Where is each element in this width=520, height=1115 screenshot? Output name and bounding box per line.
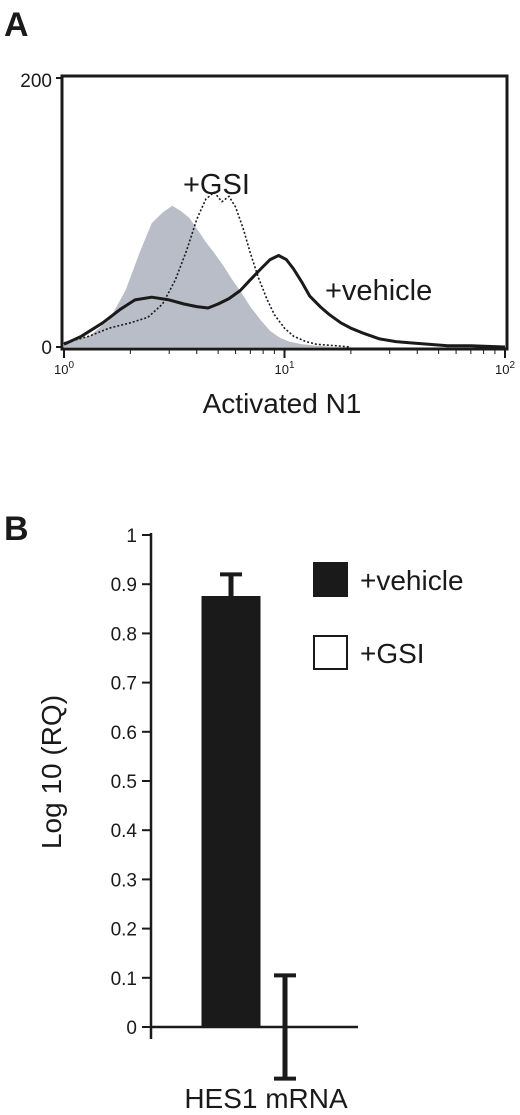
y-tick-label: 0.6 [111, 723, 137, 744]
legend: +vehicle +GSI [313, 562, 464, 670]
panel-a-flow-histogram: A 0 200 100 101 102 Activated N1 +GSI +vehi… [4, 6, 515, 419]
x-axis-ticks: 100 101 102 [54, 349, 515, 377]
y-tick-label: 0 [126, 1018, 137, 1039]
legend-label: +vehicle [360, 565, 464, 596]
x-tick-label: 100 [54, 360, 74, 377]
y-tick-label: 0.5 [111, 772, 137, 793]
bars [201, 572, 296, 1081]
y-axis-ticks: 0 200 [20, 71, 62, 359]
y-tick-label: 1 [126, 526, 137, 547]
panel-b-bar-chart: B 0 0.1 0.2 0.3 0.4 0.5 0.6 0.7 0.8 0.9 1 Log 10 (… [4, 510, 464, 1114]
vehicle-annotation: +vehicle [325, 275, 432, 307]
legend-swatch [313, 562, 348, 597]
y-tick-label: 0.7 [111, 674, 137, 695]
bar-vehicle [201, 596, 261, 1028]
legend-label: +GSI [360, 638, 425, 669]
y-tick-label: 0 [41, 338, 52, 359]
y-axis-ticks: 0 0.1 0.2 0.3 0.4 0.5 0.6 0.7 0.8 0.9 1 [111, 526, 151, 1039]
y-tick-label: 0.9 [111, 575, 137, 596]
panel-b-label: B [4, 510, 29, 548]
series-gsi-line [63, 191, 351, 348]
x-tick-label: 102 [495, 360, 515, 377]
y-tick-label: 0.1 [111, 969, 137, 990]
y-axis-title: Log 10 (RQ) [36, 695, 67, 849]
y-tick-label: 200 [20, 71, 52, 92]
panel-a-label: A [4, 6, 29, 44]
y-tick-label: 0.2 [111, 920, 137, 941]
x-tick-label: 101 [274, 360, 294, 377]
x-axis-title: Activated N1 [203, 388, 362, 419]
histogram-curves [63, 191, 506, 349]
legend-swatch [313, 635, 348, 670]
series-vehicle-line [63, 254, 506, 349]
gsi-annotation: +GSI [183, 169, 250, 201]
y-tick-label: 0.3 [111, 870, 137, 891]
y-tick-label: 0.8 [111, 624, 137, 645]
series-gray-fill [64, 205, 351, 347]
x-category-label: HES1 mRNA [184, 1083, 348, 1114]
y-tick-label: 0.4 [111, 821, 138, 842]
